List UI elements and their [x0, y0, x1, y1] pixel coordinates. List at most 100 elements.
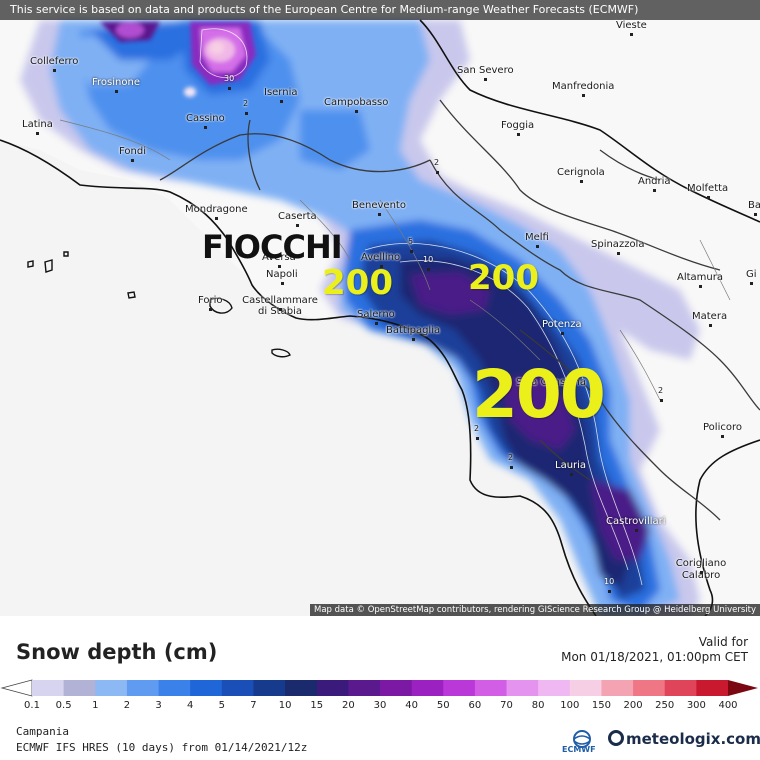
contour-label: 2 — [658, 386, 664, 402]
city-label: Caserta — [278, 211, 317, 227]
scale-tick-label: 80 — [531, 700, 545, 711]
city-label: Cassino — [186, 113, 225, 129]
city-label: Foggia — [501, 120, 535, 136]
contour-label: 30 — [224, 74, 235, 90]
scale-tick-label: 300 — [686, 700, 706, 711]
scale-tick-label: 10 — [278, 700, 292, 711]
contour-label: 10 — [604, 577, 615, 593]
scale-swatch — [538, 680, 571, 696]
scale-swatch — [601, 680, 634, 696]
city-label: Manfredonia — [552, 81, 615, 97]
contour-label: 10 — [423, 255, 434, 271]
scale-tick-label: 1 — [92, 700, 99, 711]
meteologix-logo[interactable]: meteologix.com — [608, 730, 760, 748]
snow-depth-map[interactable]: This service is based on data and produc… — [0, 0, 760, 616]
city-label: Vieste — [616, 20, 647, 36]
scale-swatch — [316, 680, 349, 696]
scale-tick-label: 0.1 — [24, 700, 40, 711]
scale-swatch — [32, 680, 65, 696]
contour-label: 2 — [434, 158, 440, 174]
city-label: Molfetta — [687, 183, 729, 199]
meteologix-text: meteologix.com — [626, 730, 760, 748]
city-label: Fondi — [119, 146, 146, 162]
region-name: Campania — [16, 725, 69, 738]
model-info: ECMWF IFS HRES (10 days) from 01/14/2021… — [16, 741, 308, 754]
contour-label: 2 — [508, 453, 514, 469]
city-label: Mondragone — [185, 204, 248, 220]
scale-tick-label: 400 — [718, 700, 738, 711]
city-label: Gi — [746, 269, 757, 285]
city-label: Altamura — [677, 272, 723, 288]
scale-tick-label: 250 — [655, 700, 675, 711]
city-label: Colleferro — [30, 56, 79, 72]
city-label: Campobasso — [324, 97, 389, 113]
city-label: Policoro — [703, 422, 742, 438]
scale-arrow-left — [0, 679, 33, 697]
city-label: Sala Consilina — [516, 377, 587, 393]
annotation-fiocchi: FIOCCHI — [202, 228, 343, 266]
city-label: Salerno — [357, 309, 395, 325]
city-label: Isernia — [264, 87, 298, 103]
scale-swatch — [158, 680, 191, 696]
scale-swatch — [221, 680, 254, 696]
scale-tick-label: 20 — [341, 700, 355, 711]
meteologix-icon — [608, 730, 624, 746]
city-label: Corigliano Calabro — [666, 558, 736, 582]
scale-swatch — [348, 680, 381, 696]
scale-tick-label: 4 — [186, 700, 194, 711]
city-label: Melfi — [525, 232, 549, 248]
city-label: Avellino — [361, 252, 401, 268]
color-scale — [0, 679, 758, 697]
city-label: Forio — [198, 295, 223, 311]
city-label: Ba — [748, 200, 760, 216]
scale-swatch — [285, 680, 318, 696]
overlay-value: 200 — [468, 258, 539, 298]
city-label: Lauria — [555, 460, 587, 476]
scale-tick-label: 50 — [436, 700, 450, 711]
city-label: Aversa — [262, 252, 296, 268]
overlay-value: 200 — [472, 356, 606, 433]
legend-title: Snow depth (cm) — [16, 640, 218, 664]
scale-tick-label: 100 — [560, 700, 580, 711]
scale-swatch — [190, 680, 223, 696]
valid-for-label: Valid for — [698, 635, 748, 649]
scale-tick-label: 3 — [155, 700, 162, 711]
scale-swatch — [506, 680, 539, 696]
scale-tick-label: 200 — [623, 700, 643, 711]
scale-tick-label: 7 — [250, 700, 257, 711]
city-label: Cerignola — [557, 167, 605, 183]
scale-swatch — [633, 680, 666, 696]
scale-tick-label: 30 — [373, 700, 387, 711]
scale-swatch — [126, 680, 160, 696]
scale-arrow-right — [728, 680, 758, 696]
scale-tick-label: 5 — [218, 700, 225, 711]
city-label: Castrovillari — [606, 516, 666, 532]
scale-swatch — [253, 680, 286, 696]
province-borders — [59, 119, 731, 401]
overlay-value: 200 — [322, 263, 393, 303]
city-label: Potenza — [542, 319, 582, 335]
contour-lines — [199, 28, 643, 586]
scale-tick-label: 15 — [310, 700, 324, 711]
scale-tick-label: 2 — [123, 700, 131, 711]
city-label: Castellammare di Stabia — [238, 295, 322, 317]
coastline-ionian — [695, 439, 760, 616]
scale-tick-label: 0.5 — [55, 700, 72, 711]
city-label: San Severo — [457, 65, 514, 81]
scale-swatch — [569, 680, 602, 696]
city-label: Battipaglia — [386, 325, 441, 341]
map-attribution: Map data © OpenStreetMap contributors, r… — [310, 604, 760, 616]
scale-swatch — [443, 680, 476, 696]
coastline — [0, 139, 597, 616]
scale-swatch — [696, 680, 729, 696]
city-label: Matera — [692, 311, 728, 327]
scale-swatch — [474, 680, 508, 696]
map-canvas — [0, 19, 760, 616]
city-label: Latina — [22, 119, 53, 135]
scale-swatch — [380, 680, 413, 696]
ecmwf-logo-text: ECMWF — [562, 745, 596, 754]
valid-time: Valid for Mon 01/18/2021, 01:00pm CET — [561, 635, 748, 665]
city-label: Frosinone — [92, 77, 140, 93]
contour-label: 2 — [474, 424, 480, 440]
scale-swatch — [664, 680, 697, 696]
